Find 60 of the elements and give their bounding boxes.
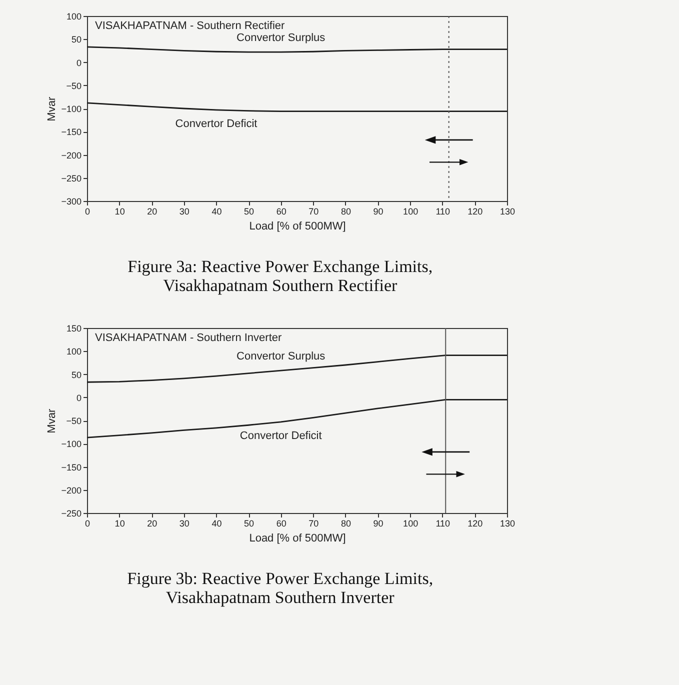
x-tick-label: 20 [147,518,158,528]
line-series [86,102,508,112]
x-tick-label: 30 [179,518,190,528]
y-tick-label: −200 [61,485,82,496]
x-tick-label: 100 [403,206,418,216]
x-tick-label: 20 [147,206,158,216]
x-tick-label: 80 [340,518,351,528]
y-tick-label: 100 [66,12,82,22]
y-tick-label: −250 [61,173,82,184]
text: Figure 3b: Reactive Power Exchange Limits, Visakhapatnam Southern Inverter [127,569,434,607]
x-tick-label: 90 [373,206,384,216]
y-tick-label: −100 [61,439,82,450]
chart-subtitle: VISAKHAPATNAM - Southern Inverter [95,332,282,344]
y-tick-label: −100 [61,104,82,114]
x-tick-label: 70 [308,518,319,528]
x-tick-label: 110 [436,206,450,216]
x-tick-label: 90 [373,518,384,528]
x-tick-label: 10 [114,206,125,216]
text: Figure 3a: Reactive Power Exchange Limits, Visakhapatnam Southern Rectifier [128,257,433,295]
x-tick-label: 50 [244,206,254,216]
y-tick-label: −150 [61,127,82,138]
x-tick-label: 30 [179,206,190,216]
y-tick-label: 50 [71,370,82,380]
y-tick-label: 100 [66,346,82,357]
x-axis-title: Load [% of 500MW] [249,220,346,232]
x-tick-label: 80 [340,206,351,216]
y-tick-label: 0 [76,392,82,403]
x-tick-label: 120 [468,518,483,528]
x-tick-label: 10 [114,518,125,528]
series-label: Convertor Surplus [236,350,326,363]
y-tick-label: 150 [66,324,82,334]
x-tick-label: 100 [403,518,418,528]
y-tick-label: −150 [61,462,82,472]
x-tick-label: 50 [244,518,254,528]
y-axis-title: Mvar [46,408,58,434]
y-tick-label: 0 [76,58,82,68]
y-tick-label: −300 [61,196,82,206]
y-tick-label: −50 [66,80,82,91]
x-axis-title: Load [% of 500MW] [249,532,346,544]
x-tick-label: 40 [212,206,222,216]
x-tick-label: 70 [308,206,319,216]
y-axis-title: Mvar [46,96,58,122]
line-series [86,398,508,438]
x-tick-label: 130 [500,206,516,216]
x-tick-label: 110 [436,518,450,528]
y-tick-label: −200 [61,150,82,160]
y-tick-label: −250 [61,508,82,518]
x-tick-label: 0 [84,518,90,528]
chart-subtitle: VISAKHAPATNAM - Southern Rectifier [95,20,286,32]
series-label: Convertor Deficit [175,118,258,130]
x-tick-label: 130 [500,518,516,528]
x-tick-label: 60 [276,206,286,216]
series-label: Convertor Deficit [240,430,322,442]
x-tick-label: 0 [84,206,90,216]
x-tick-label: 60 [276,518,286,528]
x-tick-label: 120 [468,206,483,216]
y-tick-label: −50 [66,416,82,426]
series-label: Convertor Surplus [236,32,326,44]
x-tick-label: 40 [212,518,222,528]
y-tick-label: 50 [71,34,82,45]
